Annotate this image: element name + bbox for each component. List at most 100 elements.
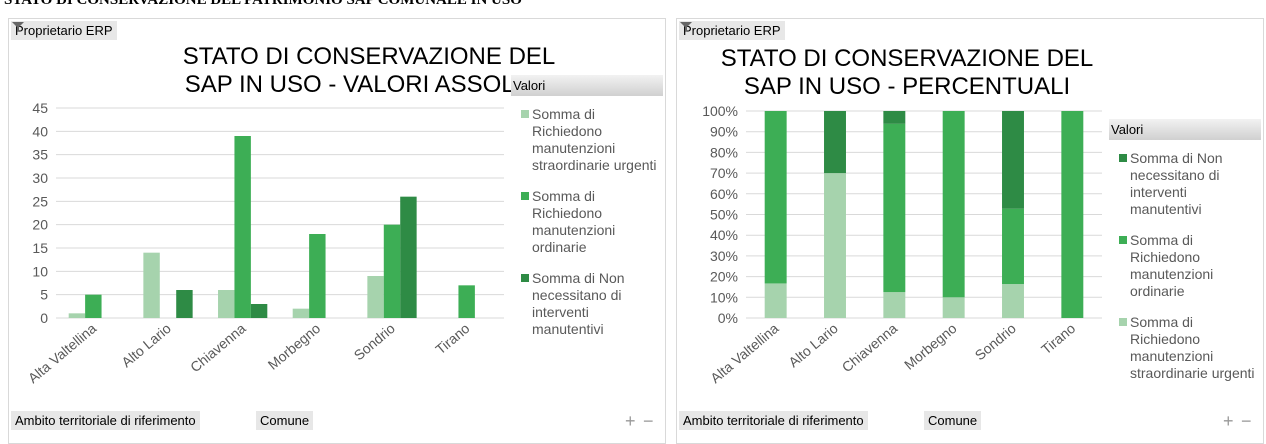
bar-segment	[764, 283, 787, 318]
x-tick-label: Morbegno	[265, 320, 324, 373]
y-tick-label: 20%	[710, 269, 738, 285]
page-title: STATO DI CONSERVAZIONE DEL PATRIMONIO SA…	[4, 0, 522, 8]
chart-panel: 0 5 10 15 20 25 30 35 40 45 Alta Valtellina Alto La…	[8, 18, 666, 444]
y-tick-label: 45	[32, 100, 48, 116]
filter-button[interactable]: Proprietario ERP	[11, 21, 117, 40]
bar	[234, 136, 251, 318]
bar	[176, 290, 193, 318]
legend-swatch	[521, 110, 529, 118]
legend-item: Somma di Richiedono manutenzioni ordinar…	[511, 188, 663, 256]
legend-swatch	[1119, 236, 1127, 244]
legend-item: Somma di Non necessitano di interventi m…	[511, 270, 663, 338]
y-tick-label: 10	[32, 263, 48, 279]
axis-field-button[interactable]: Ambito territoriale di riferimento	[11, 411, 200, 430]
legend-label: Somma di Richiedono manutenzioni straord…	[1130, 314, 1255, 381]
zoom-button[interactable]: −	[1241, 411, 1252, 431]
axis-field-button[interactable]: Comune	[256, 411, 314, 430]
filter-icon	[12, 22, 24, 32]
x-tick-label: Alto Lario	[118, 320, 174, 370]
x-tick-label: Alta Valtellina	[707, 320, 782, 386]
bar-segment	[883, 292, 906, 318]
filter-label: Proprietario ERP	[15, 23, 113, 38]
y-tick-label: 90%	[710, 124, 738, 140]
legend: Valori Somma di Non necessitano di interv…	[1109, 119, 1261, 396]
filter-icon	[680, 22, 692, 32]
y-tick-label: 30%	[710, 248, 738, 264]
bar-segment	[1061, 111, 1084, 318]
legend-label: Somma di Non necessitano di interventi m…	[532, 270, 625, 337]
y-tick-label: 25	[32, 193, 48, 209]
bar	[400, 196, 417, 318]
legend-label: Somma di Richiedono manutenzioni straord…	[532, 106, 657, 173]
x-tick-label: Sondrio	[351, 320, 398, 363]
y-tick-label: 20	[32, 217, 48, 233]
y-tick-label: 50%	[710, 207, 738, 223]
y-tick-label: 100%	[702, 103, 738, 119]
y-tick-label: 60%	[710, 186, 738, 202]
legend-swatch	[521, 274, 529, 282]
x-tick-label: Alta Valtellina	[25, 320, 100, 386]
y-tick-label: 40%	[710, 227, 738, 243]
bar-segment	[883, 123, 906, 293]
legend-swatch	[1119, 154, 1127, 162]
bar	[68, 313, 86, 318]
bar-segment	[824, 111, 846, 174]
legend-swatch	[521, 192, 529, 200]
legend-label: Somma di Richiedono manutenzioni ordinar…	[532, 188, 616, 255]
bar	[250, 304, 268, 318]
bar-segment	[824, 173, 846, 318]
bar	[458, 285, 475, 318]
legend-item: Somma di Non necessitano di interventi m…	[1109, 150, 1261, 218]
bar	[383, 224, 401, 318]
legend-title: Valori	[1109, 119, 1261, 140]
bar-segment	[1002, 208, 1024, 285]
axis-field-button[interactable]: Ambito territoriale di riferimento	[679, 411, 868, 430]
legend-swatch	[1119, 318, 1127, 326]
chart: 0 5 10 15 20 25 30 35 40 45 Alta Valtellina Alto La…	[25, 100, 504, 386]
x-tick-label: Alto Lario	[785, 320, 841, 370]
x-tick-label: Chiavenna	[839, 320, 901, 375]
chart-panel: 0% 10% 20% 30% 40% 50% 60% 70% 80% 90% 100% Alta Va…	[676, 18, 1264, 444]
legend-label: Somma di Non necessitano di interventi m…	[1130, 150, 1223, 217]
x-tick-label: Chiavenna	[187, 320, 249, 375]
y-tick-label: 0	[40, 310, 48, 326]
y-tick-label: 70%	[710, 165, 738, 181]
legend-item: Somma di Richiedono manutenzioni straord…	[1109, 314, 1261, 382]
bar	[367, 276, 384, 318]
x-tick-label: Tirano	[1038, 320, 1078, 358]
bar-segment	[942, 111, 965, 298]
bar-segment	[1002, 284, 1024, 318]
y-tick-label: 10%	[710, 289, 738, 305]
filter-button[interactable]: Proprietario ERP	[679, 21, 785, 40]
x-tick-label: Tirano	[432, 320, 472, 358]
axis-field-button[interactable]: Comune	[924, 411, 982, 430]
chart: 0% 10% 20% 30% 40% 50% 60% 70% 80% 90% 100% Alta Va…	[702, 103, 1102, 386]
bar	[309, 234, 326, 318]
y-tick-label: 80%	[710, 144, 738, 160]
x-tick-label: Sondrio	[972, 320, 1019, 363]
x-tick-label: Morbegno	[901, 320, 960, 373]
chart-title: STATO DI CONSERVAZIONE DEL SAP IN USO - …	[720, 45, 1094, 100]
y-tick-label: 35	[32, 147, 48, 163]
zoom-button[interactable]: +	[625, 411, 636, 431]
legend-label: Somma di Richiedono manutenzioni ordinar…	[1130, 232, 1214, 299]
bar-segment	[1002, 111, 1024, 209]
bar	[218, 290, 235, 318]
zoom-button[interactable]: −	[643, 411, 654, 431]
legend-item: Somma di Richiedono manutenzioni straord…	[511, 106, 663, 174]
y-tick-label: 30	[32, 170, 48, 186]
filter-label: Proprietario ERP	[683, 23, 781, 38]
y-tick-label: 0%	[718, 310, 738, 326]
bar	[85, 294, 102, 318]
bar	[292, 308, 310, 318]
legend-title: Valori	[511, 75, 663, 96]
bar-segment	[942, 297, 965, 318]
y-tick-label: 40	[32, 123, 48, 139]
y-tick-label: 15	[32, 240, 48, 256]
chart-title: STATO DI CONSERVAZIONE DEL SAP IN USO - …	[182, 43, 556, 98]
legend-item: Somma di Richiedono manutenzioni ordinar…	[1109, 232, 1261, 300]
bar-segment	[764, 111, 787, 284]
zoom-button[interactable]: +	[1223, 411, 1234, 431]
bar-segment	[883, 111, 906, 124]
